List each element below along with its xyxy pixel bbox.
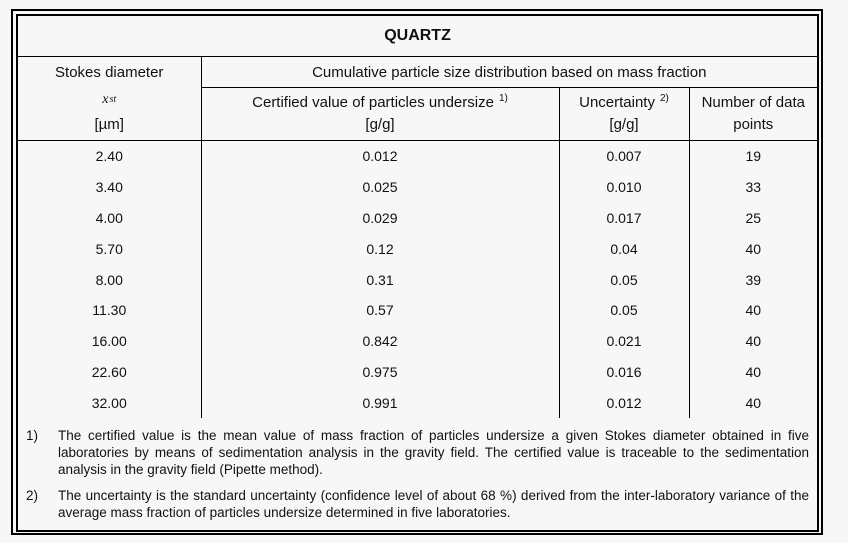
footnote-ref-2: 2) [659,93,669,104]
certified-value: 0.842 [201,325,560,357]
table-row: 32.00 0.991 0.012 40 [17,387,818,419]
stokes-diameter-value: 3.40 [17,171,202,203]
footnotes-row: 1) The certified value is the mean value… [17,418,818,531]
certified-value: 0.012 [201,140,560,172]
footnote-1-text: The certified value is the mean value of… [58,428,810,478]
uncertainty-unit: [g/g] [609,116,639,133]
stokes-symbol: x st [18,88,201,112]
data-points-value: 25 [745,209,762,226]
number-of-data-points-header-cell: Number of data points [689,87,819,141]
stokes-symbol-subscript: st [109,94,117,105]
footnote-2-label: 2) [26,488,39,504]
data-points-value: 40 [745,302,762,319]
certified-value-unit: [g/g] [365,116,395,133]
stokes-diameter-header-cell: Stokes diameter x st [µm] [17,56,202,141]
stokes-diameter-value: 2.40 [17,140,202,172]
stokes-diameter-value: 4.00 [17,202,202,234]
data-points-value: 33 [745,179,762,196]
header-row-1: Stokes diameter x st [µm] Cumulative part… [17,56,819,141]
certified-value: 0.57 [201,294,560,326]
uncertainty-value: 0.016 [559,356,690,388]
footnote-1-label: 1) [26,428,39,444]
certified-value: 0.025 [201,171,560,203]
table-row: 4.00 0.029 0.017 25 [17,202,818,234]
uncertainty-value: 0.021 [559,325,690,357]
data-points-value: 40 [745,363,762,380]
certified-value: 0.975 [201,356,560,388]
stokes-diameter-label: Stokes diameter [55,64,164,81]
table-row: 22.60 0.975 0.016 40 [17,356,818,388]
uncertainty-value: 0.012 [559,387,690,419]
certified-value: 0.991 [201,387,560,419]
uncertainty-value: 0.010 [559,171,690,203]
table-row: 3.40 0.025 0.010 33 [17,171,818,203]
uncertainty-value: 0.017 [559,202,690,234]
footnotes-section: 1) The certified value is the mean value… [17,418,818,531]
table-row: 16.00 0.842 0.021 40 [17,325,818,357]
data-points-value: 19 [745,148,762,165]
uncertainty-value: 0.04 [559,233,690,265]
uncertainty-text: Uncertainty [579,94,655,111]
table-row: 8.00 0.31 0.05 39 [17,264,818,295]
document-frame: QUARTZ Stokes diameter x st [µm] Cumulati… [11,9,823,535]
stokes-diameter-value: 5.70 [17,233,202,265]
certified-value-header-cell: Certified value of particles undersize 1)… [201,87,560,141]
data-points-value: 40 [745,240,762,257]
footnote-2: 2) The uncertainty is the standard uncer… [24,487,811,521]
certified-value: 0.12 [201,233,560,265]
table-title: QUARTZ [17,15,819,57]
certified-value: 0.31 [201,264,560,295]
table-row: 5.70 0.12 0.04 40 [17,233,818,265]
stokes-diameter-value: 8.00 [17,264,202,295]
stokes-symbol-x: x [102,92,109,107]
uncertainty-header-cell: Uncertainty 2) [g/g] [559,87,690,141]
stokes-diameter-value: 16.00 [17,325,202,357]
stokes-diameter-value: 32.00 [17,387,202,419]
footnote-2-text: The uncertainty is the standard uncertai… [58,488,810,521]
uncertainty-value: 0.007 [559,140,690,172]
data-points-value: 40 [745,394,762,411]
certified-value-text: Certified value of particles undersize [252,94,494,111]
uncertainty-value: 0.05 [559,264,690,295]
cumulative-distribution-header: Cumulative particle size distribution ba… [201,56,819,88]
data-points-value: 39 [745,271,762,288]
table-row: 11.30 0.57 0.05 40 [17,294,818,326]
certified-value: 0.029 [201,202,560,234]
footnote-1: 1) The certified value is the mean value… [24,427,811,478]
data-points-value: 40 [745,333,762,350]
quartz-data-table: QUARTZ Stokes diameter x st [µm] Cumulati… [16,14,820,533]
uncertainty-label: Uncertainty 2) [560,92,689,114]
stokes-diameter-value: 11.30 [17,294,202,326]
stokes-unit-label: [µm] [94,115,124,133]
footnote-ref-1: 1) [498,93,508,104]
certified-value-label: Certified value of particles undersize 1) [202,92,559,114]
title-row: QUARTZ [17,15,819,57]
uncertainty-value: 0.05 [559,294,690,326]
table-row: 2.40 0.012 0.007 19 [17,140,818,172]
stokes-diameter-value: 22.60 [17,356,202,388]
header-row-2: Certified value of particles undersize 1)… [17,87,819,141]
